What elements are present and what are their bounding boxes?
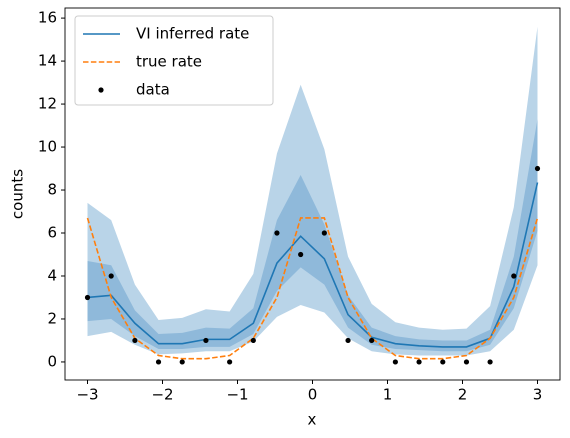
data-point [132, 337, 138, 344]
band [87, 26, 538, 356]
data-point [534, 165, 541, 172]
x-tick-label: 0 [308, 386, 318, 404]
data-point [321, 230, 327, 236]
series-line [87, 182, 539, 348]
data-point [440, 359, 446, 365]
data-point [155, 359, 162, 365]
legend-marker [98, 87, 104, 93]
data-point [369, 337, 375, 344]
y-tick-label: 10 [38, 138, 57, 156]
data-point [511, 273, 517, 279]
data-point [179, 359, 185, 365]
y-tick-label: 6 [47, 224, 57, 242]
y-tick-label: 14 [38, 52, 57, 70]
y-axis-label: counts [9, 169, 27, 219]
data-point [203, 337, 209, 344]
band [87, 119, 538, 352]
y-tick-label: 8 [47, 181, 57, 199]
data-point [250, 337, 256, 344]
data-point [463, 359, 470, 365]
y-tick-label: 12 [38, 95, 57, 113]
y-tick-label: 0 [47, 352, 57, 370]
data-point [108, 273, 114, 279]
x-tick-label: 1 [383, 386, 393, 404]
x-tick-label: 2 [458, 386, 468, 404]
legend-box [74, 15, 274, 106]
x-tick-label: −1 [226, 386, 248, 404]
data-point [392, 359, 398, 365]
legend-label: VI inferred rate [136, 25, 249, 43]
x-tick-label: −2 [151, 386, 173, 404]
data-point [274, 230, 280, 236]
data-point [345, 337, 351, 344]
x-axis-label: x [308, 411, 317, 429]
y-tick-label: 4 [47, 266, 57, 284]
legend-label: data [136, 81, 170, 99]
legend-label: true rate [136, 53, 202, 71]
x-tick-label: 3 [533, 386, 543, 404]
data-point [84, 294, 91, 301]
x-tick-label: −3 [76, 386, 98, 404]
data-point [416, 359, 422, 365]
y-tick-label: 2 [47, 309, 57, 327]
data-point [227, 359, 233, 365]
y-tick-label: 16 [38, 9, 57, 27]
data-point [487, 359, 493, 365]
series-line [86, 217, 539, 360]
data-point [298, 251, 304, 258]
